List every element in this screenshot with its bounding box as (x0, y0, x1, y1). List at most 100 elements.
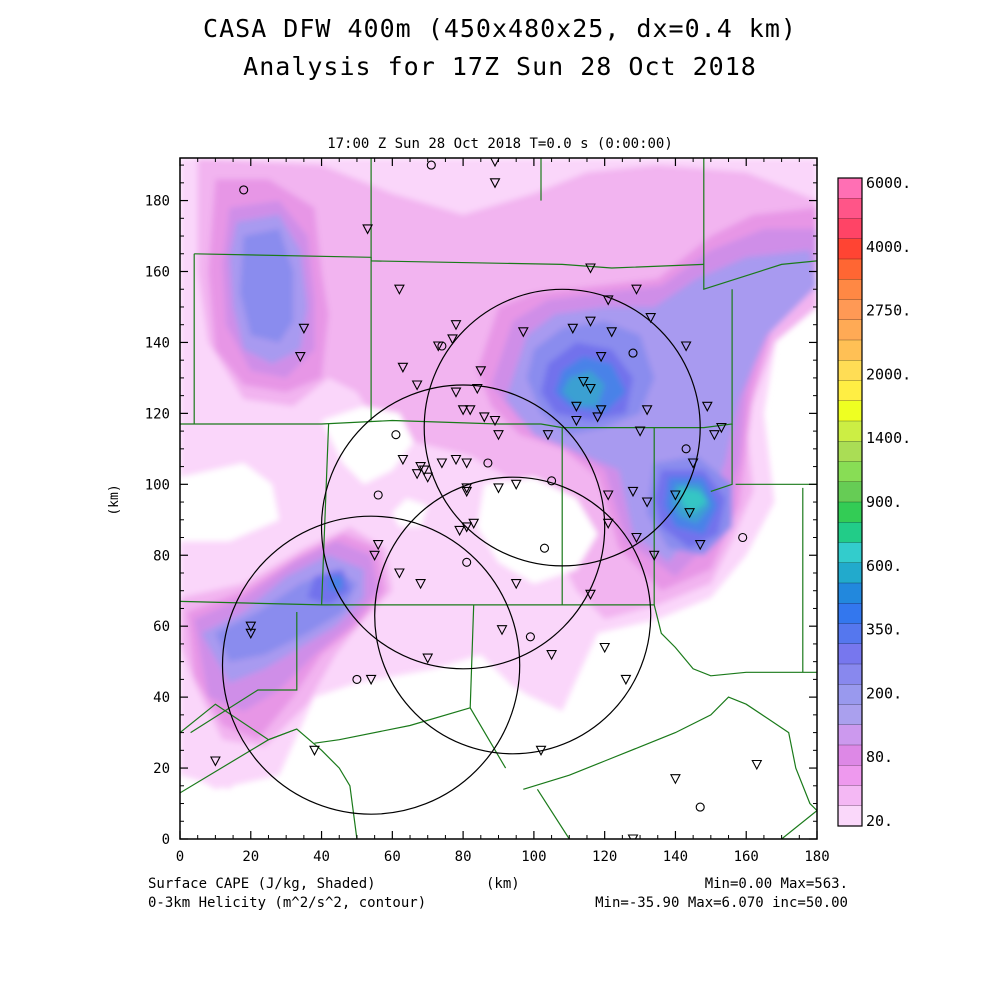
county-line-20 (536, 788, 570, 839)
colorbar-swatch-11 (838, 400, 862, 422)
cape-region-25 (679, 487, 708, 513)
y-axis-label: (km) (107, 484, 122, 515)
station-triangle-49 (461, 458, 473, 469)
figure-title-line2: Analysis for 17Z Sun 28 Oct 2018 (243, 52, 757, 81)
x-tick-label-40: 40 (313, 849, 330, 865)
station-triangle-90 (422, 653, 434, 664)
range-ring-0 (423, 288, 701, 567)
x-tick-label-160: 160 (734, 849, 759, 865)
station-circle-45 (391, 430, 401, 440)
station-triangle-56 (422, 472, 434, 483)
colorbar-swatch-4 (838, 259, 862, 280)
station-triangle-26 (585, 383, 596, 395)
colorbar-frame (837, 177, 863, 827)
station-triangle-51 (436, 458, 448, 469)
station-triangle-66 (641, 497, 653, 508)
station-triangle-63 (669, 490, 681, 501)
station-triangle-84 (245, 621, 257, 632)
county-line-21 (781, 810, 817, 839)
colorbar-swatch-29 (838, 765, 862, 787)
range-ring-1 (320, 384, 606, 670)
station-triangle-24 (475, 366, 487, 377)
station-triangle-12 (450, 320, 462, 331)
station-triangle-21 (595, 352, 607, 363)
footer-field2-label: 0-3km Helicity (m^2/s^2, contour) (148, 895, 427, 911)
station-triangle-92 (365, 674, 377, 686)
range-ring-3 (221, 515, 521, 815)
station-triangle-55 (411, 469, 423, 480)
station-triangle-37 (478, 412, 490, 423)
station-triangle-38 (592, 412, 604, 423)
station-triangle-14 (606, 327, 618, 338)
station-circle-22 (628, 348, 638, 358)
x-tick-label-140: 140 (663, 849, 688, 865)
colorbar-label-0: 6000. (866, 174, 911, 192)
colorbar-label-9: 80. (866, 748, 893, 766)
colorbar-swatch-22 (838, 623, 862, 645)
station-triangle-77 (369, 550, 381, 561)
county-line-18 (180, 728, 358, 839)
station-circle-46 (681, 444, 691, 454)
colorbar-swatch-13 (838, 441, 862, 463)
station-triangle-67 (684, 508, 696, 519)
x-tick-label-180: 180 (804, 849, 829, 865)
valid-time-label: 17:00 Z Sun 28 Oct 2018 T=0.0 s (0:00:00… (327, 136, 673, 152)
station-triangle-94 (309, 745, 320, 756)
station-triangle-30 (570, 401, 582, 412)
colorbar: 6000. 4000. 2750. 2000. 1400. 900. 600. 350. 200… (837, 174, 911, 830)
station-triangle-33 (457, 405, 469, 416)
station-triangle-43 (542, 430, 554, 441)
y-tick-label-180: 180 (145, 194, 170, 210)
footer-field2-stats: Min=-35.90 Max=6.070 inc=50.00 (595, 895, 848, 911)
colorbar-swatch-15 (838, 481, 862, 503)
station-circle-76 (539, 543, 550, 553)
station-triangle-59 (461, 483, 473, 494)
station-circle-91 (352, 674, 362, 684)
figure-title-line1: CASA DFW 400m (450x480x25, dx=0.4 km) (203, 14, 797, 43)
colorbar-swatch-18 (838, 542, 862, 564)
station-triangle-3 (489, 178, 501, 189)
x-tick-label-20: 20 (242, 849, 259, 865)
station-triangle-13 (567, 323, 579, 334)
y-tick-label-160: 160 (145, 265, 170, 281)
station-triangle-16 (447, 334, 458, 345)
station-triangle-8 (602, 295, 614, 306)
colorbar-label-3: 2000. (866, 365, 911, 383)
station-triangle-96 (209, 756, 221, 767)
station-triangle-54 (418, 465, 430, 476)
cape-clear-1 (477, 477, 598, 584)
colorbar-swatch-8 (838, 340, 862, 361)
x-tick-label-60: 60 (384, 849, 401, 865)
colorbar-swatch-2 (838, 218, 862, 240)
station-triangle-27 (411, 380, 423, 391)
x-tick-label-100: 100 (521, 849, 546, 865)
colorbar-swatch-19 (838, 562, 862, 584)
station-triangle-41 (708, 430, 720, 441)
station-triangle-95 (535, 745, 547, 756)
colorbar-swatch-27 (838, 724, 862, 746)
colorbar-label-2: 2750. (866, 302, 911, 320)
station-triangle-58 (510, 479, 522, 490)
station-triangle-60 (493, 483, 504, 494)
colorbar-label-5: 900. (866, 493, 902, 511)
station-triangle-81 (415, 579, 427, 590)
colorbar-swatch-12 (838, 421, 862, 442)
colorbar-swatch-1 (838, 198, 862, 220)
station-triangle-61 (461, 486, 473, 498)
y-tick-label-120: 120 (145, 406, 170, 422)
colorbar-swatch-25 (838, 684, 862, 706)
station-triangle-80 (393, 568, 405, 579)
colorbar-swatch-17 (838, 522, 862, 544)
x-tick-label-120: 120 (592, 849, 617, 865)
colorbar-label-7: 350. (866, 621, 902, 639)
x-axis-label: (km) (486, 876, 520, 892)
colorbar-swatch-30 (838, 785, 862, 807)
station-triangle-39 (489, 415, 501, 427)
map-axes: 0 20 40 60 80 100 120 140 160 180 0 20 40 60 80 100 120 1… (145, 158, 830, 865)
colorbar-label-10: 20. (866, 812, 893, 830)
station-triangle-34 (464, 405, 476, 416)
cape-region-13 (240, 228, 294, 343)
station-triangle-72 (631, 532, 642, 544)
y-tick-label-100: 100 (145, 477, 170, 493)
colorbar-label-8: 200. (866, 684, 902, 702)
